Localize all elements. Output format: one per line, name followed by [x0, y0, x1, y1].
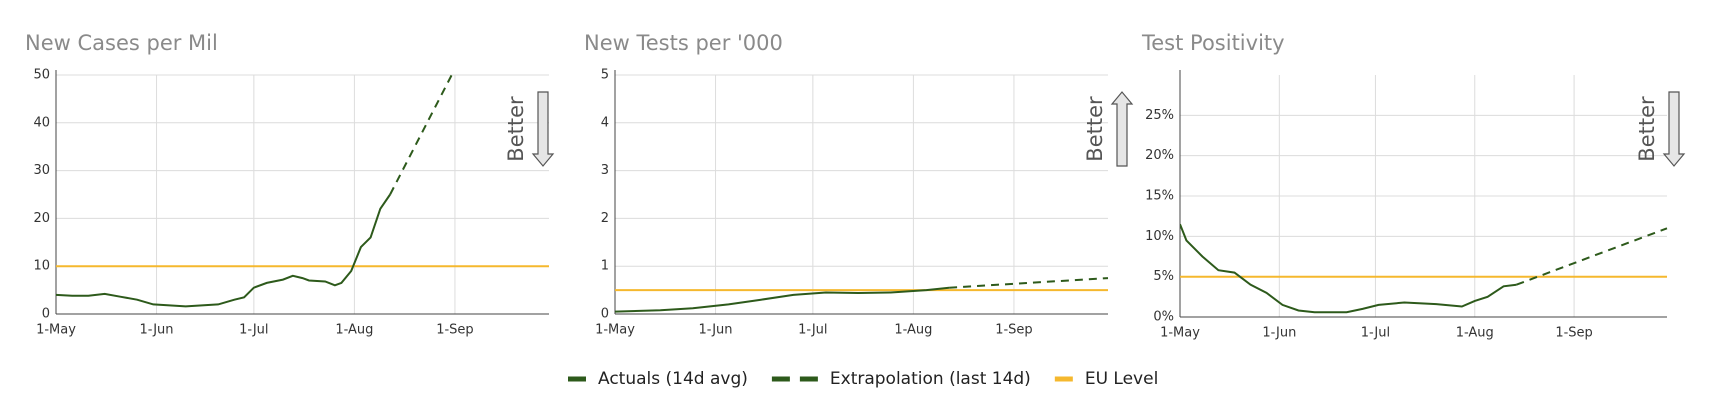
x-tick-label: 1-Aug	[894, 323, 932, 338]
annotation: Better	[504, 96, 528, 162]
better-arrow	[1110, 91, 1134, 167]
x-tick-label: 1-Aug	[1456, 326, 1494, 341]
x-tick-label: 1-Sep	[436, 323, 473, 338]
x-tick-label: 1-May	[1160, 326, 1200, 341]
x-tick-label: 1-Jun	[699, 323, 733, 338]
x-tick-label: 1-May	[36, 323, 76, 338]
y-tick-label: 20	[33, 211, 50, 226]
annotation: Better	[1635, 96, 1659, 162]
better-arrow	[1662, 91, 1686, 167]
plot-area	[1180, 223, 1668, 314]
series-line	[949, 277, 1109, 289]
y-tick-label: 15%	[1145, 189, 1174, 204]
annotation: Better	[1083, 96, 1107, 162]
series-line	[1180, 223, 1517, 314]
legend: Actuals (14d avg) Extrapolation (last 14d…	[568, 369, 1158, 389]
y-tick-label: 5	[601, 68, 609, 83]
legend-label: Extrapolation (last 14d)	[830, 369, 1031, 389]
chart-title: New Cases per Mil	[25, 31, 218, 55]
y-tick-label: 0%	[1153, 310, 1174, 325]
x-tick-label: 1-Sep	[995, 323, 1032, 338]
y-tick-label: 0	[42, 307, 50, 322]
y-tick-label: 25%	[1145, 108, 1174, 123]
y-tick-label: 0	[601, 307, 609, 322]
chart-title: Test Positivity	[1141, 31, 1285, 55]
x-tick-label: 1-Jun	[1262, 326, 1296, 341]
y-tick-label: 40	[33, 115, 50, 130]
x-tick-label: 1-Jul	[1361, 326, 1390, 341]
x-tick-label: 1-Aug	[335, 323, 373, 338]
legend-label: Actuals (14d avg)	[598, 369, 748, 389]
x-tick-label: 1-Sep	[1555, 326, 1592, 341]
series-line	[56, 193, 391, 308]
y-tick-label: 20%	[1145, 148, 1174, 163]
y-tick-label: 10%	[1145, 229, 1174, 244]
y-tick-label: 5%	[1153, 269, 1174, 284]
y-tick-label: 3	[601, 163, 609, 178]
x-tick-label: 1-Jul	[798, 323, 827, 338]
legend-label: EU Level	[1085, 369, 1158, 389]
y-tick-label: 30	[33, 163, 50, 178]
y-tick-label: 2	[601, 211, 609, 226]
x-tick-label: 1-Jun	[140, 323, 174, 338]
plot-area	[56, 74, 549, 308]
better-arrow	[531, 91, 555, 167]
y-tick-label: 1	[601, 259, 609, 274]
series-line	[389, 74, 453, 195]
y-tick-label: 50	[33, 68, 50, 83]
x-tick-label: 1-Jul	[239, 323, 268, 338]
series-line	[615, 286, 950, 313]
y-tick-label: 10	[33, 259, 50, 274]
x-tick-label: 1-May	[595, 323, 635, 338]
y-tick-label: 4	[601, 115, 609, 130]
plot-area	[615, 277, 1109, 313]
chart-title: New Tests per '000	[584, 31, 783, 55]
